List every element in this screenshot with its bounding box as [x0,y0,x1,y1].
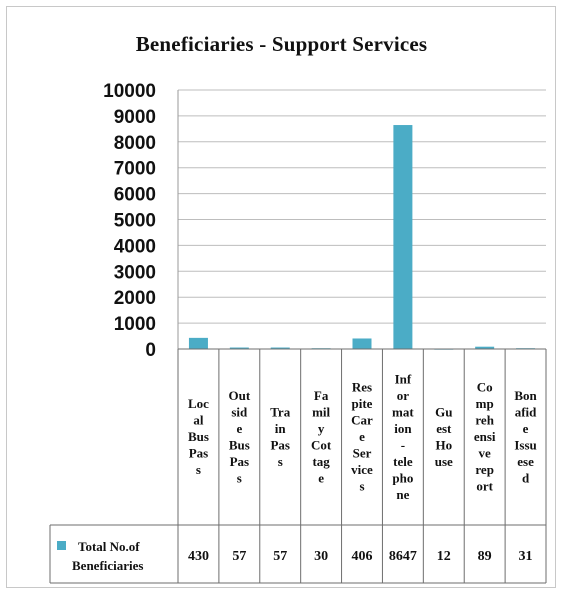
bar [270,347,290,349]
category-label: Inf or mat ion -tele pho ne [392,371,414,502]
y-tick-label: 3000 [114,262,156,283]
legend-label: Total No.of Beneficiaries [72,539,143,573]
chart-title: Beneficiaries - Support Services [135,32,428,56]
y-tick-label: 7000 [114,159,156,180]
data-table-value: 89 [478,549,492,564]
bar [352,338,372,349]
y-tick-label: 8000 [114,133,156,154]
category-label: Bon afid e Issu ese d [514,388,537,486]
y-tick-label: 5000 [114,211,156,232]
legend-swatch [57,541,66,550]
y-tick-label: 4000 [114,236,156,257]
data-table-value: 430 [188,549,209,564]
y-tick-label: 9000 [114,107,156,128]
data-table-value: 12 [437,549,451,564]
data-table-value: 57 [273,549,287,564]
category-label: Co mp reh ensi ve rep ort [474,380,496,494]
y-tick-label: 0 [145,340,156,361]
y-tick-label: 6000 [114,185,156,206]
chart-frame [6,6,556,588]
bar [475,346,495,349]
category-label: Loc al Bus Pas s [188,396,209,477]
data-table-value: 8647 [389,549,417,564]
category-label: Tra in Pas s [270,404,290,469]
y-tick-label: 10000 [103,81,156,102]
category-label: Fa mil y Cot tag e [311,388,332,486]
bar [188,337,208,349]
category-label: Res pite Car e Ser vice s [351,380,373,494]
data-table-value: 406 [352,549,373,564]
bar [393,125,413,350]
category-label: Out sid e Bus Pas s [228,388,250,486]
y-tick-label: 1000 [114,314,156,335]
data-table-value: 57 [232,549,246,564]
category-label: Gu est Ho use [435,404,453,469]
data-table-value: 30 [314,549,328,564]
y-tick-label: 2000 [114,288,156,309]
bar [229,347,249,349]
data-table-value: 31 [519,549,533,564]
